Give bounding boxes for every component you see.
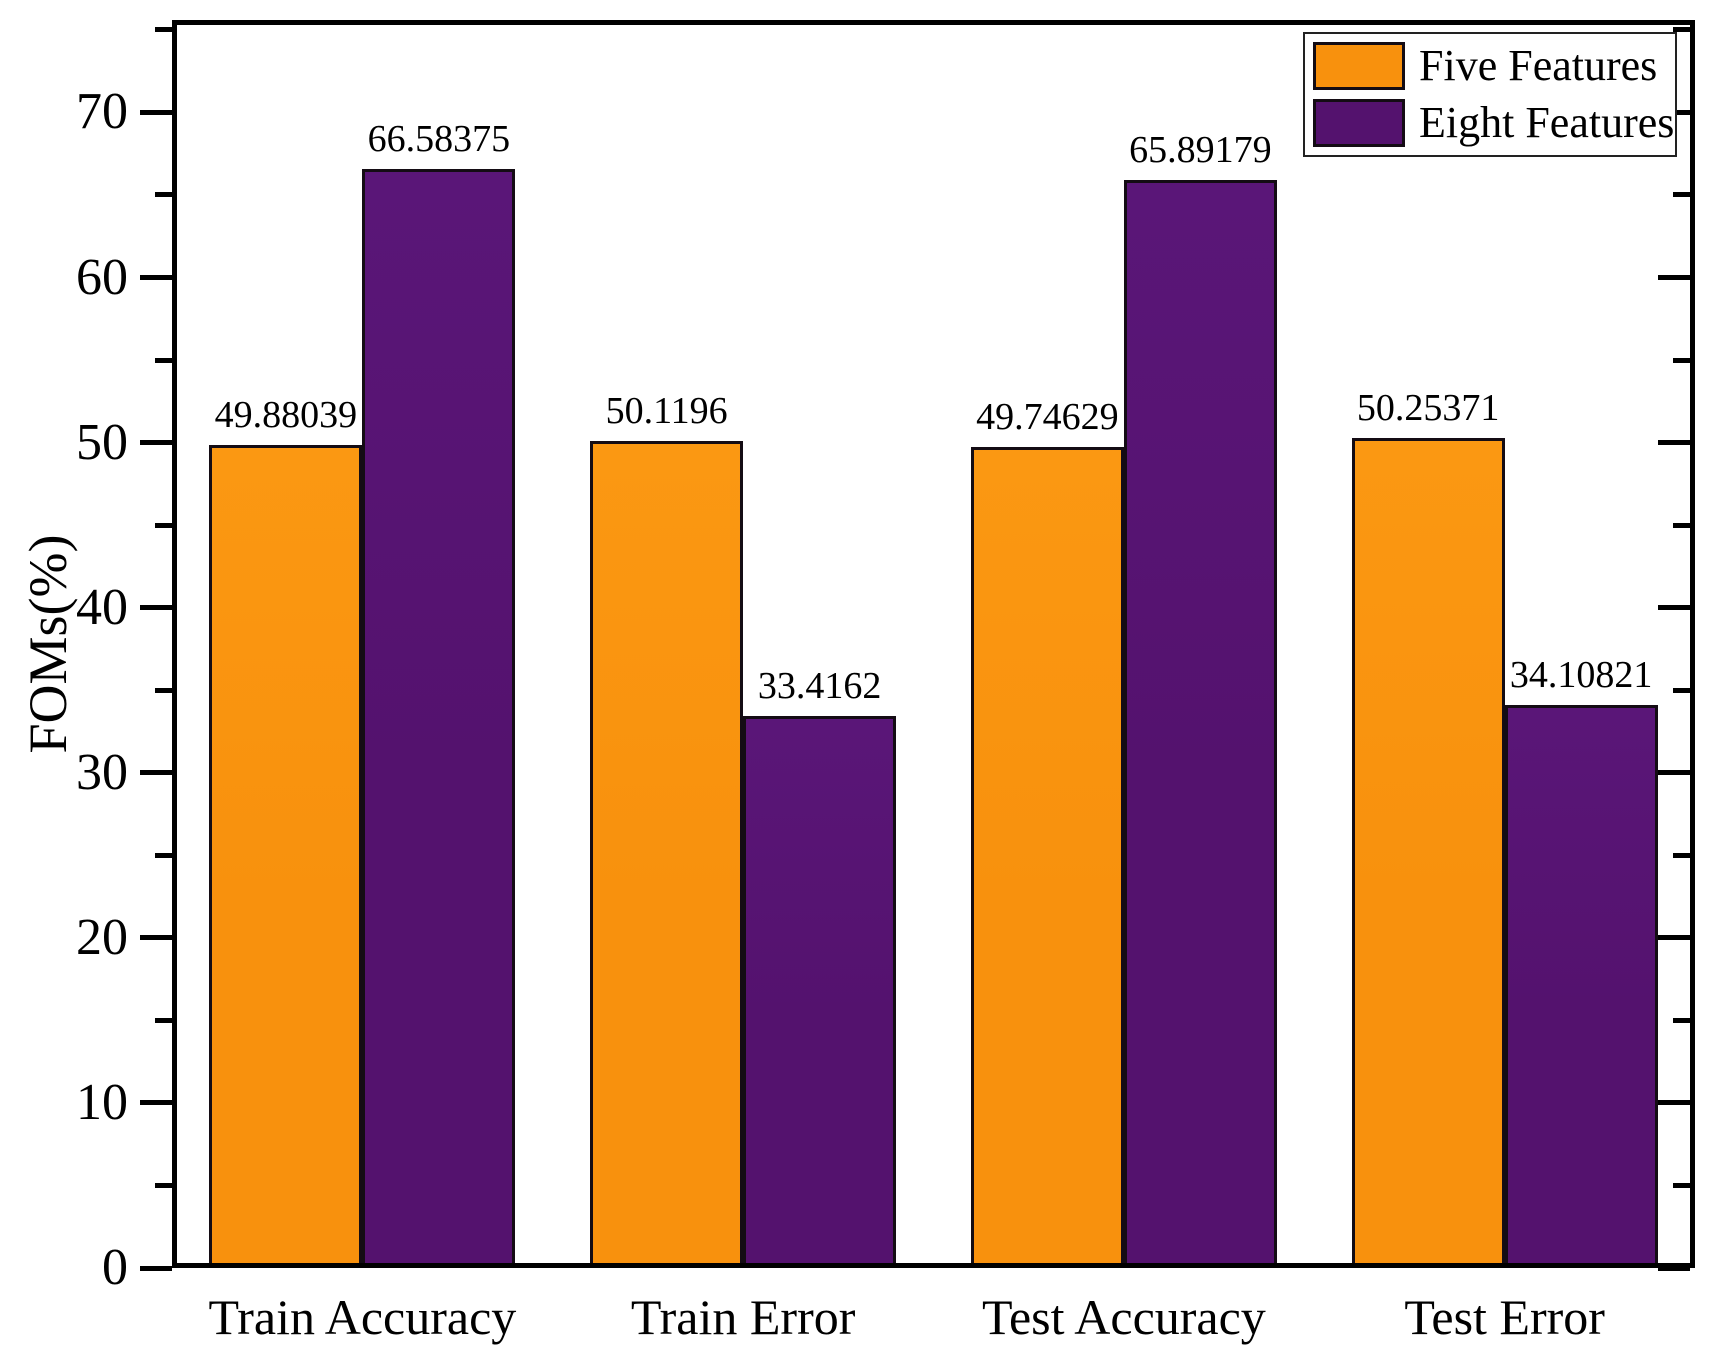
y-axis-minor-tick-right	[1673, 357, 1690, 363]
legend-item-five-features: Five Features	[1313, 41, 1667, 91]
y-axis-major-tick-right	[1658, 770, 1690, 776]
bar-value-label: 49.74629	[976, 395, 1119, 438]
bar-value-label: 49.88039	[214, 393, 358, 436]
legend-swatch-eight-features	[1313, 99, 1405, 147]
y-axis-major-tick-left	[140, 1265, 172, 1271]
y-axis-minor-tick-left	[155, 1182, 172, 1188]
y-axis-minor-tick-left	[155, 357, 172, 363]
bar-eight-features-test-error	[1504, 704, 1658, 1268]
x-axis-label-train-accuracy: Train Accuracy	[208, 1289, 517, 1345]
x-axis-label-test-error: Test Error	[1404, 1289, 1605, 1345]
bar-five-features-train-error	[590, 440, 744, 1268]
y-axis-tick-label: 0	[102, 1239, 128, 1296]
y-axis-minor-tick-left	[155, 192, 172, 198]
y-axis-tick-label: 10	[76, 1073, 128, 1131]
y-axis-tick-label: 40	[76, 578, 128, 636]
y-axis-major-tick-left	[140, 109, 172, 115]
y-axis-tick-label: 70	[76, 83, 128, 141]
y-axis-minor-tick-right	[1673, 1017, 1690, 1023]
y-axis-major-tick-right	[1658, 440, 1690, 446]
y-axis-minor-tick-right	[1673, 522, 1690, 528]
y-axis-tick-label: 50	[76, 413, 128, 471]
bar-five-features-test-accuracy	[970, 446, 1124, 1268]
y-axis-minor-tick-left	[155, 1017, 172, 1023]
y-axis-major-tick-left	[140, 770, 172, 776]
y-axis-minor-tick-left	[155, 852, 172, 858]
x-axis-label-test-accuracy: Test Accuracy	[981, 1289, 1266, 1345]
legend-item-eight-features: Eight Features	[1313, 98, 1674, 148]
y-axis-tick-label: 30	[76, 743, 128, 801]
legend-swatch-five-features	[1313, 42, 1405, 90]
y-axis-minor-tick-right	[1673, 1182, 1690, 1188]
bar-value-label: 33.4162	[757, 665, 882, 708]
bar-eight-features-train-accuracy	[362, 168, 516, 1268]
y-axis-minor-tick-right	[1673, 687, 1690, 693]
bar-value-label: 50.1196	[605, 389, 728, 432]
y-axis-minor-tick-right	[1673, 27, 1690, 33]
y-axis-major-tick-right	[1658, 275, 1690, 281]
bar-value-label: 34.10821	[1509, 653, 1653, 696]
y-axis-minor-tick-right	[1673, 852, 1690, 858]
y-axis-major-tick-left	[140, 935, 172, 941]
plot-area: Five Features Eight Features 0 10 20 30 40 50 6…	[76, 20, 1695, 1296]
y-axis-minor-tick-left	[155, 27, 172, 33]
legend-label: Eight Features	[1419, 98, 1675, 147]
bar-value-label: 65.89179	[1129, 129, 1272, 172]
legend: Five Features Eight Features	[1303, 32, 1677, 157]
y-axis-minor-tick-left	[155, 522, 172, 528]
y-axis-title: FOMs(%)	[18, 534, 78, 754]
y-axis-minor-tick-right	[1673, 192, 1690, 198]
x-axis-label-train-error: Train Error	[630, 1289, 856, 1345]
y-axis-major-tick-left	[140, 440, 172, 446]
legend-label: Five Features	[1419, 41, 1658, 90]
y-axis-major-tick-left	[140, 275, 172, 281]
bar-five-features-test-error	[1351, 438, 1505, 1268]
y-axis-major-tick-right	[1658, 1100, 1690, 1106]
bar-eight-features-train-error	[743, 716, 897, 1268]
y-axis-tick-label: 20	[76, 908, 128, 966]
bar-eight-features-test-accuracy	[1123, 180, 1277, 1268]
y-axis-major-tick-left	[140, 1100, 172, 1106]
y-axis-tick-label: 60	[76, 248, 128, 306]
y-axis-major-tick-right	[1658, 1265, 1690, 1271]
y-axis-minor-tick-left	[155, 687, 172, 693]
bar-value-label: 50.25371	[1356, 387, 1500, 430]
y-axis-major-tick-left	[140, 605, 172, 611]
bar-five-features-train-accuracy	[209, 444, 363, 1268]
bar-value-label: 66.58375	[367, 117, 511, 160]
y-axis-major-tick-right	[1658, 935, 1690, 941]
y-axis-major-tick-right	[1658, 605, 1690, 611]
